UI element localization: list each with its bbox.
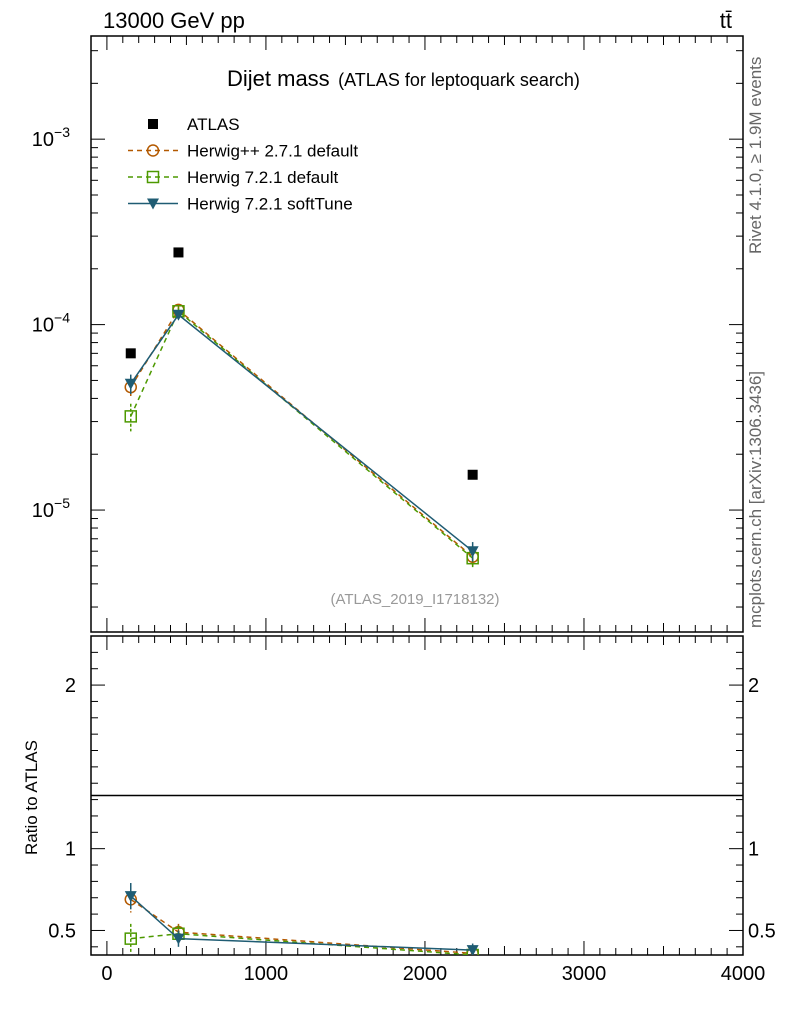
site-label: mcplots.cern.ch [arXiv:1306.3436] bbox=[746, 371, 765, 628]
ratio-y-tick-label-right: 0.5 bbox=[748, 920, 776, 942]
ratio-y-tick-label: 2 bbox=[65, 675, 76, 697]
ratio-y-tick-label: 0.5 bbox=[48, 920, 76, 942]
y-tick-label-base: 10 bbox=[32, 500, 54, 522]
y-tick-label-base: 10 bbox=[32, 315, 54, 337]
main-series-3-point bbox=[172, 309, 185, 321]
plot-title-sub: (ATLAS for leptoquark search) bbox=[338, 70, 580, 90]
x-tick-label: 4000 bbox=[721, 963, 766, 985]
legend-label-3: Herwig 7.2.1 softTune bbox=[187, 195, 353, 214]
main-panel-frame bbox=[90, 35, 744, 633]
ratio-data-group bbox=[124, 883, 479, 955]
legend: ATLAS Herwig++ 2.7.1 default Herwig 7.2.1 … bbox=[128, 115, 358, 214]
ratio-y-axis-label: Ratio to ATLAS bbox=[22, 740, 41, 855]
main-series-2-line bbox=[130, 310, 474, 559]
main-series-3-point bbox=[124, 378, 137, 390]
ratio-series-2-point bbox=[124, 891, 137, 903]
ratio-series-2-point bbox=[172, 933, 185, 945]
main-series-3-point bbox=[466, 546, 479, 558]
main-data-group bbox=[124, 247, 479, 569]
process-label: tt̄ bbox=[720, 8, 732, 33]
y-tick-label-exponent: −3 bbox=[54, 124, 70, 140]
y-tick-label-exponent: −5 bbox=[54, 495, 70, 511]
x-tick-label: 3000 bbox=[562, 963, 607, 985]
plot-title-main: Dijet mass bbox=[227, 66, 330, 91]
main-series-0-point bbox=[173, 247, 184, 258]
main-series-2-point bbox=[124, 410, 138, 423]
legend-marker-3 bbox=[147, 198, 159, 210]
legend-label-1: Herwig++ 2.7.1 default bbox=[187, 142, 358, 161]
main-series-0-point bbox=[125, 348, 136, 359]
x-tick-label: 0 bbox=[101, 963, 112, 985]
ratio-series-2-point bbox=[466, 945, 479, 955]
legend-marker-2 bbox=[146, 170, 160, 184]
legend-marker-0 bbox=[148, 119, 158, 129]
energy-label: 13000 GeV pp bbox=[103, 8, 245, 33]
y-tick-label: 10−5 bbox=[32, 495, 70, 522]
ratio-y-tick-label-right: 2 bbox=[748, 675, 759, 697]
ratio-y-tick-label-right: 1 bbox=[748, 839, 759, 861]
ratio-series-1-point bbox=[124, 932, 138, 945]
main-series-1-line bbox=[130, 308, 474, 558]
legend-label-0: ATLAS bbox=[187, 115, 240, 134]
x-tick-label: 1000 bbox=[244, 963, 289, 985]
y-tick-label-base: 10 bbox=[32, 129, 54, 151]
main-series-0-point bbox=[467, 469, 478, 480]
y-tick-label: 10−3 bbox=[32, 124, 70, 151]
ratio-series-0-line bbox=[130, 898, 473, 955]
legend-marker-1 bbox=[146, 144, 160, 157]
ratio-y-tick-label: 1 bbox=[65, 839, 76, 861]
plot-title: Dijet mass (ATLAS for leptoquark search) bbox=[227, 66, 580, 91]
legend-label-2: Herwig 7.2.1 default bbox=[187, 168, 338, 187]
analysis-id: (ATLAS_2019_I1718132) bbox=[330, 591, 499, 608]
x-tick-label: 2000 bbox=[403, 963, 448, 985]
rivet-label: Rivet 4.1.0, ≥ 1.9M events bbox=[746, 57, 765, 254]
y-tick-label-exponent: −4 bbox=[54, 310, 70, 326]
y-tick-label: 10−4 bbox=[32, 310, 70, 337]
